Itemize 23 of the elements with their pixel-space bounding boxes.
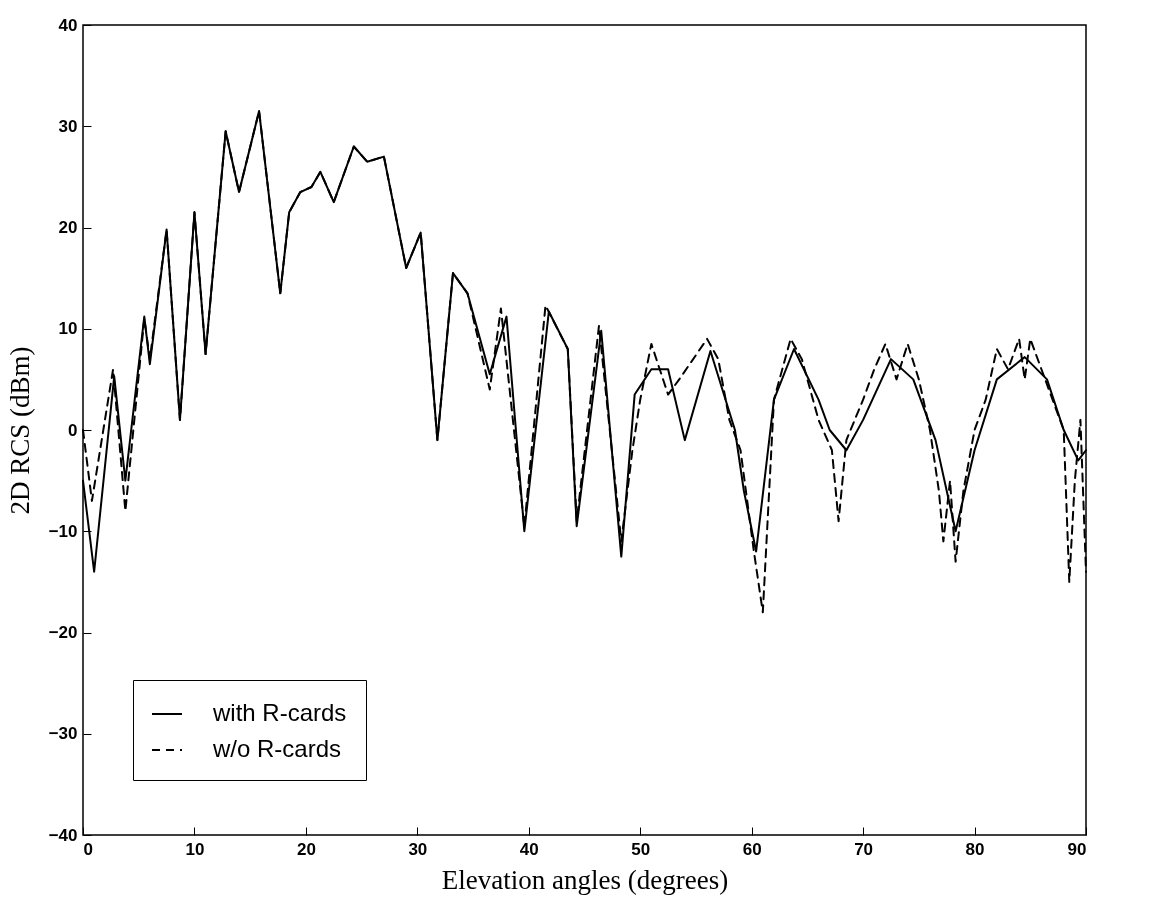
x-tick-label: 10	[185, 839, 205, 859]
y-tick-label: 30	[58, 116, 78, 136]
legend-label: w/o R-cards	[212, 735, 342, 762]
x-tick-label: 80	[965, 839, 985, 859]
y-tick-label: 20	[58, 218, 78, 237]
x-tick-label: 20	[296, 839, 316, 859]
x-tick-label: 50	[631, 839, 651, 859]
legend-label: with R-cards	[212, 699, 347, 726]
y-tick-label: −20	[48, 623, 78, 642]
x-tick-label: 30	[408, 839, 428, 859]
y-axis-title: 2D RCS (dBm)	[4, 346, 35, 515]
x-tick-label: 90	[1067, 839, 1087, 859]
y-tick-label: 40	[58, 15, 78, 35]
y-tick-label: 0	[68, 420, 78, 440]
x-tick-label: 70	[854, 839, 874, 859]
x-tick-label: 0	[83, 839, 93, 859]
x-axis-title: Elevation angles (degrees)	[441, 864, 729, 895]
x-tick-label: 60	[742, 839, 762, 859]
y-tick-label: 10	[58, 319, 78, 339]
y-tick-label: −10	[48, 521, 78, 541]
y-tick-label: −30	[48, 724, 78, 744]
y-tick-label: −40	[48, 825, 78, 845]
x-tick-label: 40	[519, 839, 539, 859]
